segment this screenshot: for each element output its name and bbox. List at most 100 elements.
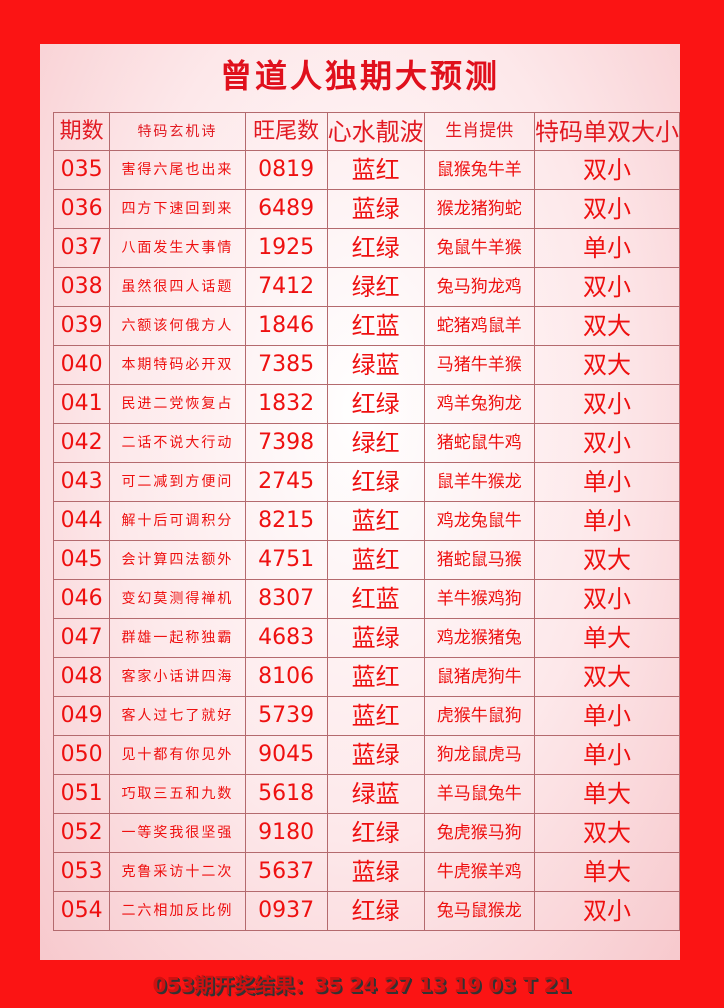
zodiacs-cell: 狗龙鼠虎马 [423, 735, 535, 775]
issue-number-cell: 050 [52, 735, 111, 775]
zodiacs-cell: 兔鼠牛羊猴 [423, 228, 535, 268]
issue-number-cell: 043 [52, 462, 111, 502]
zodiacs-cell: 牛虎猴羊鸡 [423, 852, 535, 892]
poem-cell: 四方下速回到来 [109, 189, 246, 229]
odd-even-size-cell: 单大 [533, 852, 681, 892]
column-header: 特码玄机诗 [109, 112, 246, 151]
poem-cell: 见十都有你见外 [109, 735, 246, 775]
prediction-table: 期数 特码玄机诗 旺尾数 心水靓波 生肖提供 特码单双大小 035 害得六尾也出来 0819 蓝… [52, 112, 681, 931]
issue-number-cell: 040 [52, 345, 111, 385]
poem-cell: 民进二党恢复占 [109, 384, 246, 424]
tail-numbers-cell: 9180 [244, 813, 328, 853]
table-row: 051 巧取三五和九数 5618 绿蓝 羊马鼠兔牛 单大 [52, 774, 681, 814]
zodiacs-cell: 鼠猴兔牛羊 [423, 150, 535, 190]
table-row: 049 客人过七了就好 5739 蓝红 虎猴牛鼠狗 单小 [52, 696, 681, 736]
zodiacs-cell: 羊马鼠兔牛 [423, 774, 535, 814]
tail-numbers-cell: 7412 [244, 267, 328, 307]
tail-numbers-cell: 8307 [244, 579, 328, 619]
tail-numbers-cell: 5618 [244, 774, 328, 814]
tail-numbers-cell: 8106 [244, 657, 328, 697]
zodiacs-cell: 猴龙猪狗蛇 [423, 189, 535, 229]
poem-cell: 群雄一起称独霸 [109, 618, 246, 658]
table-row: 046 变幻莫测得禅机 8307 红蓝 羊牛猴鸡狗 双小 [52, 579, 681, 619]
poem-cell: 虽然很四人话题 [109, 267, 246, 307]
poem-cell: 客家小话讲四海 [109, 657, 246, 697]
poem-cell: 巧取三五和九数 [109, 774, 246, 814]
wave-colors-cell: 蓝绿 [326, 618, 425, 658]
wave-colors-cell: 红绿 [326, 228, 425, 268]
zodiacs-cell: 猪蛇鼠牛鸡 [423, 423, 535, 463]
issue-number-cell: 051 [52, 774, 111, 814]
poem-cell: 一等奖我很坚强 [109, 813, 246, 853]
odd-even-size-cell: 双大 [533, 540, 681, 580]
issue-number-cell: 041 [52, 384, 111, 424]
odd-even-size-cell: 单大 [533, 774, 681, 814]
issue-number-cell: 036 [52, 189, 111, 229]
wave-colors-cell: 蓝红 [326, 657, 425, 697]
issue-number-cell: 046 [52, 579, 111, 619]
issue-number-cell: 044 [52, 501, 111, 541]
zodiacs-cell: 鼠猪虎狗牛 [423, 657, 535, 697]
page-title: 曾道人独期大预测 [219, 57, 500, 95]
tail-numbers-cell: 7398 [244, 423, 328, 463]
issue-number-cell: 047 [52, 618, 111, 658]
table-row: 053 克鲁采访十二次 5637 蓝绿 牛虎猴羊鸡 单大 [52, 852, 681, 892]
zodiacs-cell: 猪蛇鼠马猴 [423, 540, 535, 580]
issue-number-cell: 039 [52, 306, 111, 346]
table-header: 期数 特码玄机诗 旺尾数 心水靓波 生肖提供 特码单双大小 [52, 112, 681, 151]
table-row: 047 群雄一起称独霸 4683 蓝绿 鸡龙猴猪兔 单大 [52, 618, 681, 658]
tail-numbers-cell: 0819 [244, 150, 328, 190]
wave-colors-cell: 蓝红 [326, 150, 425, 190]
issue-number-cell: 042 [52, 423, 111, 463]
column-header: 期数 [52, 112, 111, 151]
poem-cell: 会计算四法额外 [109, 540, 246, 580]
zodiacs-cell: 鼠羊牛猴龙 [423, 462, 535, 502]
table-row: 043 可二减到方便问 2745 红绿 鼠羊牛猴龙 单小 [52, 462, 681, 502]
odd-even-size-cell: 双大 [533, 345, 681, 385]
wave-colors-cell: 红绿 [326, 384, 425, 424]
poem-cell: 六额该何俄方人 [109, 306, 246, 346]
zodiacs-cell: 兔虎猴马狗 [423, 813, 535, 853]
odd-even-size-cell: 双大 [533, 813, 681, 853]
table-row: 048 客家小话讲四海 8106 蓝红 鼠猪虎狗牛 双大 [52, 657, 681, 697]
poem-cell: 本期特码必开双 [109, 345, 246, 385]
zodiacs-cell: 蛇猪鸡鼠羊 [423, 306, 535, 346]
odd-even-size-cell: 双小 [533, 189, 681, 229]
table-row: 044 解十后可调积分 8215 蓝红 鸡龙兔鼠牛 单小 [52, 501, 681, 541]
zodiacs-cell: 马猪牛羊猴 [423, 345, 535, 385]
tail-numbers-cell: 1925 [244, 228, 328, 268]
table-row: 038 虽然很四人话题 7412 绿红 兔马狗龙鸡 双小 [52, 267, 681, 307]
issue-number-cell: 048 [52, 657, 111, 697]
tail-numbers-cell: 1846 [244, 306, 328, 346]
issue-number-cell: 054 [52, 891, 111, 931]
odd-even-size-cell: 单小 [533, 735, 681, 775]
table-row: 042 二话不说大行动 7398 绿红 猪蛇鼠牛鸡 双小 [52, 423, 681, 463]
odd-even-size-cell: 双大 [533, 306, 681, 346]
poem-cell: 八面发生大事情 [109, 228, 246, 268]
odd-even-size-cell: 双小 [533, 423, 681, 463]
table-row: 040 本期特码必开双 7385 绿蓝 马猪牛羊猴 双大 [52, 345, 681, 385]
table-row: 045 会计算四法额外 4751 蓝红 猪蛇鼠马猴 双大 [52, 540, 681, 580]
table-row: 041 民进二党恢复占 1832 红绿 鸡羊兔狗龙 双小 [52, 384, 681, 424]
table-row: 037 八面发生大事情 1925 红绿 兔鼠牛羊猴 单小 [52, 228, 681, 268]
odd-even-size-cell: 双小 [533, 579, 681, 619]
issue-number-cell: 053 [52, 852, 111, 892]
poem-cell: 克鲁采访十二次 [109, 852, 246, 892]
issue-number-cell: 037 [52, 228, 111, 268]
tail-numbers-cell: 7385 [244, 345, 328, 385]
zodiacs-cell: 虎猴牛鼠狗 [423, 696, 535, 736]
table-row: 039 六额该何俄方人 1846 红蓝 蛇猪鸡鼠羊 双大 [52, 306, 681, 346]
odd-even-size-cell: 双小 [533, 384, 681, 424]
column-header: 旺尾数 [244, 112, 328, 151]
tail-numbers-cell: 5739 [244, 696, 328, 736]
wave-colors-cell: 蓝红 [326, 540, 425, 580]
zodiacs-cell: 兔马狗龙鸡 [423, 267, 535, 307]
zodiacs-cell: 羊牛猴鸡狗 [423, 579, 535, 619]
odd-even-size-cell: 双小 [533, 150, 681, 190]
zodiacs-cell: 鸡羊兔狗龙 [423, 384, 535, 424]
table-row: 054 二六相加反比例 0937 红绿 兔马鼠猴龙 双小 [52, 891, 681, 931]
wave-colors-cell: 红绿 [326, 813, 425, 853]
poem-cell: 害得六尾也出来 [109, 150, 246, 190]
wave-colors-cell: 绿红 [326, 267, 425, 307]
tail-numbers-cell: 8215 [244, 501, 328, 541]
